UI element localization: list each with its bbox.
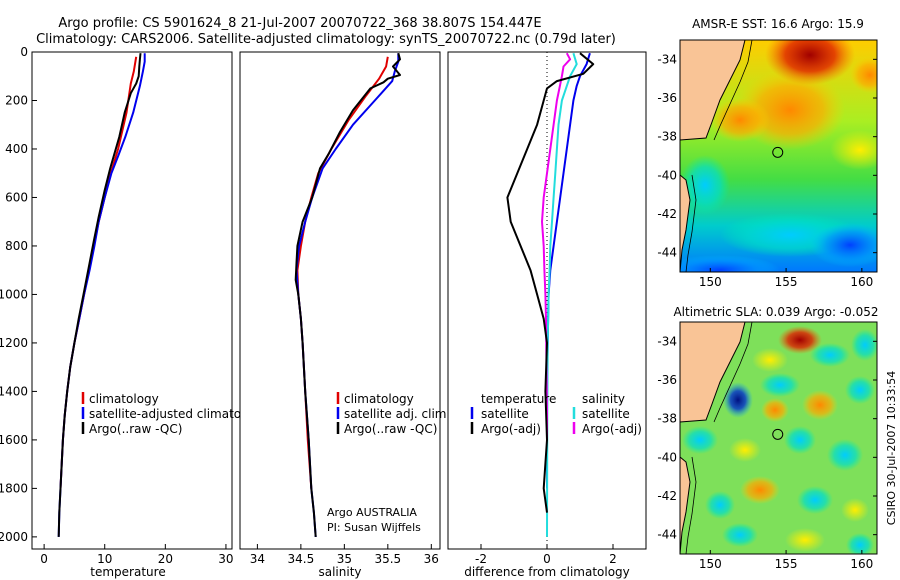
x-tick-label: 34 [250,552,265,566]
legend-temp-satellite-label: satellite [481,407,529,421]
map-x-tick-label: 155 [775,557,798,571]
difference-series [506,52,595,537]
float-position-marker [772,428,784,440]
salinity-panel: 34 34.5 35 35.5 36 salinity climatology sate… [239,51,450,579]
legend-sal-satellite-label: satellite [582,407,630,421]
y-tick-label: 1600 [0,433,28,447]
legend-satellite-label: satellite adj. clim. [344,407,450,421]
map-x-tick-label: 150 [699,557,722,571]
y-tick-label: 1800 [0,481,28,495]
sla-map-title: Altimetric SLA: 0.039 Argo: -0.052 [673,305,878,319]
map-y-tick-label: -38 [657,130,677,144]
sla-map-frame [679,321,878,555]
sst-map: AMSR-E SST: 16.6 Argo: 15.9 150 155 160 -34… [657,17,878,289]
salinity-x-label: salinity [318,565,361,579]
title-line-2: Climatology: CARS2006. Satellite-adjuste… [36,32,616,47]
sla-field [680,322,877,554]
land [680,322,746,554]
x-tick-label: 0 [543,552,551,566]
temperature-x-label: temperature [90,565,165,579]
y-tick-label: 400 [5,142,28,156]
legend-argo-label: Argo(..raw -QC) [89,422,182,436]
map-y-tick-label: -44 [657,246,677,260]
legend-temp-argo-label: Argo(-adj) [481,422,541,436]
black-profile-line [294,52,401,537]
temperature-series [57,53,146,537]
salinity-legend: climatology satellite adj. clim. Argo(..… [336,392,450,436]
legend-salinity-title: salinity [582,392,625,406]
legend-sal-argo-label: Argo(-adj) [582,422,642,436]
side-stamp: CSIRO 30-Jul-2007 10:33:54 [885,371,898,525]
black-profile-line [57,53,142,537]
legend-argo-label: Argo(..raw -QC) [344,422,437,436]
depth-axis: 0 200 400 600 800 1000 1200 1400 1600 1800 2000 [0,45,37,544]
salinity-series [294,52,401,537]
sst-field [680,40,877,272]
x-tick-label: 34.5 [288,552,315,566]
sst-map-frame [679,39,878,273]
shelf-contour [685,322,753,554]
y-tick-label: 200 [5,93,28,107]
sst-map-axes: 150 155 160 -34 -36 -38 -40 -42 -44 [657,52,877,289]
temperature-x-axis: 0 10 20 30 [40,544,234,566]
x-tick-label: 0 [40,552,48,566]
salinity-plot-frame [239,51,441,550]
difference-x-axis: -2 0 2 [475,544,617,566]
map-x-tick-label: 155 [775,275,798,289]
map-y-tick-label: -40 [657,168,677,182]
float-position-marker [772,146,784,158]
x-tick-label: -2 [475,552,487,566]
argo-credit-line-2: PI: Susan Wijffels [327,521,421,534]
map-y-tick-label: -42 [657,207,677,221]
map-y-tick-label: -36 [657,91,677,105]
temperature-panel: 0 200 400 600 800 1000 1200 1400 1600 1800 2000 0 1… [0,45,267,579]
shelf-contour [685,40,753,272]
y-tick-label: 0 [20,45,28,59]
x-tick-label: 36 [424,552,439,566]
difference-legend: temperature satellite Argo(-adj) salinit… [470,392,642,436]
temperature-legend: climatology satellite-adjusted climatolo… [81,392,267,436]
map-x-tick-label: 150 [699,275,722,289]
legend-climatology-label: climatology [89,392,159,406]
map-y-tick-label: -36 [657,373,677,387]
x-tick-label: 30 [218,552,233,566]
x-tick-label: 20 [158,552,173,566]
map-y-tick-label: -38 [657,412,677,426]
map-y-tick-label: -40 [657,450,677,464]
argo-credit-line-1: Argo AUSTRALIA [327,506,417,519]
y-tick-label: 800 [5,239,28,253]
magenta-profile-line [541,52,572,440]
legend-satellite-adjusted-label: satellite-adjusted climatology [89,407,267,421]
x-tick-label: 35 [337,552,352,566]
sla-map-axes: 150 155 160 -34 -36 -38 -40 -42 -44 [657,334,877,571]
map-y-tick-label: -34 [657,52,677,66]
y-tick-label: 1400 [0,384,28,398]
legend-temperature-title: temperature [481,392,556,406]
sst-map-title: AMSR-E SST: 16.6 Argo: 15.9 [692,17,864,31]
sla-map: Altimetric SLA: 0.039 Argo: -0.052 [657,305,878,571]
map-x-tick-label: 160 [850,557,873,571]
map-y-tick-label: -44 [657,528,677,542]
difference-x-label: difference from climatology [464,565,630,579]
x-tick-label: 2 [609,552,617,566]
title-line-1: Argo profile: CS 5901624_8 21-Jul-2007 2… [58,16,541,31]
y-tick-label: 2000 [0,530,28,544]
temperature-plot-frame [31,51,233,550]
black-profile-line [506,52,595,513]
x-tick-label: 35.5 [374,552,401,566]
y-tick-label: 1000 [0,287,28,301]
y-tick-label: 600 [5,190,28,204]
x-tick-label: 10 [97,552,112,566]
map-y-tick-label: -34 [657,334,677,348]
salinity-x-axis: 34 34.5 35 35.5 36 [250,544,439,566]
legend-climatology-label: climatology [344,392,414,406]
cyan-profile-line [546,52,578,537]
land [680,40,746,272]
difference-panel: -2 0 2 difference from climatology tempera… [447,51,647,579]
y-tick-label: 1200 [0,336,28,350]
map-y-tick-label: -42 [657,489,677,503]
map-x-tick-label: 160 [850,275,873,289]
